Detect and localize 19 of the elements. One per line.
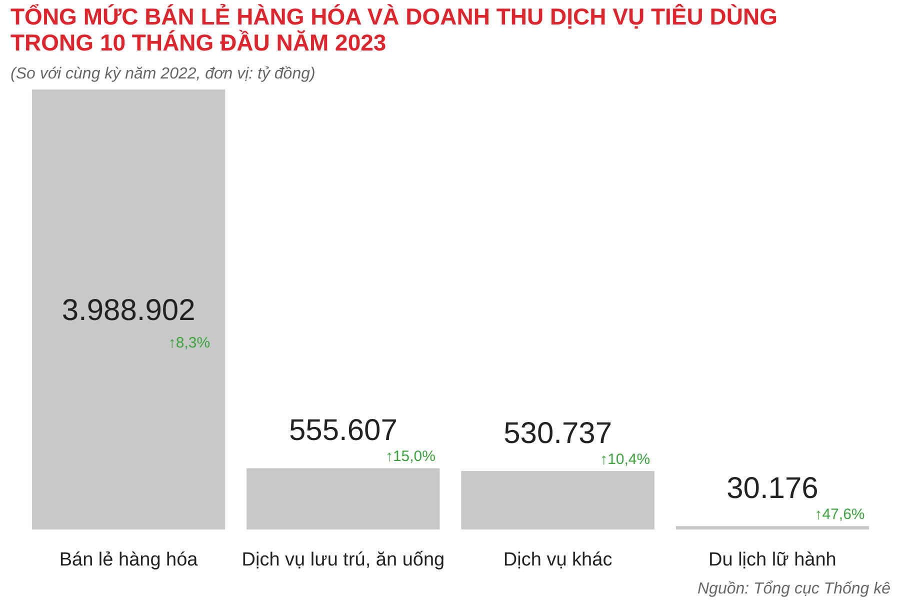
x-tick-label: Dịch vụ lưu trú, ăn uống [242,550,445,570]
chart-title: TỔNG MỨC BÁN LẺ HÀNG HÓA VÀ DOANH THU DỊCH VỤ TIÊU DÙNG TRONG 10 THÁNG ĐẦU NĂM 2023 [10,4,778,56]
text: Nguồn: Tổng cục Thống kê [697,580,891,598]
x-tick-label: Dịch vụ khác [503,550,612,570]
annotation: ↑15,0% [385,448,436,466]
annotation: ↑8,3% [168,334,210,352]
annotation: ↑47,6% [814,506,865,524]
data-label: 30.176 [726,472,818,506]
bar [676,526,870,530]
chart-subtitle: (So với cùng kỳ năm 2022, đơn vị: tỷ đồng) [10,66,316,82]
data-label: 3.988.902 [62,294,196,327]
bar [32,90,226,530]
data-label: 530.737 [504,416,612,450]
x-tick-label: Bán lẻ hàng hóa [59,550,198,570]
x-tick-label: Du lịch lữ hành [708,550,836,570]
bar [246,468,440,530]
bar [461,470,654,530]
annotation: ↑10,4% [600,450,650,468]
data-label: 555.607 [288,414,398,448]
